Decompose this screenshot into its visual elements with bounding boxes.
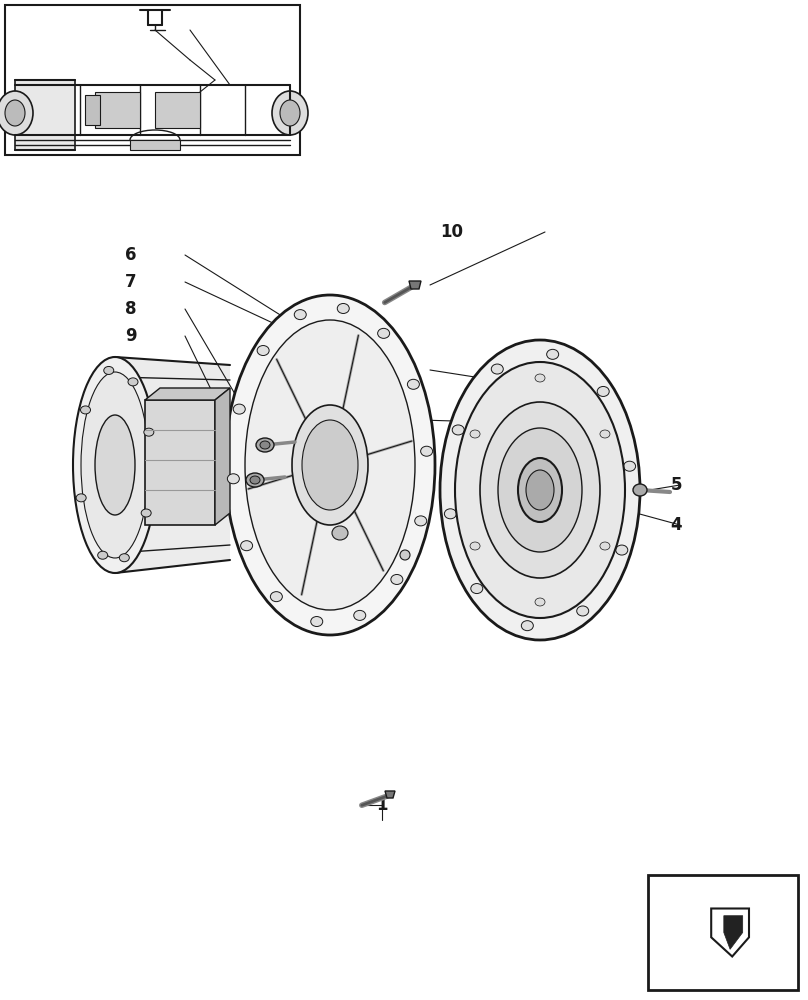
Polygon shape xyxy=(385,791,395,798)
Ellipse shape xyxy=(98,551,107,559)
FancyBboxPatch shape xyxy=(648,875,798,990)
Ellipse shape xyxy=(280,100,300,126)
Ellipse shape xyxy=(246,473,264,487)
Ellipse shape xyxy=(225,295,435,635)
Polygon shape xyxy=(85,95,100,125)
Polygon shape xyxy=(145,388,230,400)
Ellipse shape xyxy=(624,461,636,471)
Ellipse shape xyxy=(302,420,358,510)
Polygon shape xyxy=(145,400,215,525)
Ellipse shape xyxy=(250,476,260,484)
Text: 1: 1 xyxy=(376,796,387,814)
Polygon shape xyxy=(130,140,180,150)
Ellipse shape xyxy=(271,592,282,602)
Ellipse shape xyxy=(245,320,415,610)
Ellipse shape xyxy=(81,406,90,414)
Text: 8: 8 xyxy=(125,300,137,318)
Ellipse shape xyxy=(491,364,503,374)
Text: 4: 4 xyxy=(671,516,682,534)
Ellipse shape xyxy=(600,430,610,438)
Ellipse shape xyxy=(452,425,465,435)
Ellipse shape xyxy=(391,574,403,584)
Ellipse shape xyxy=(547,349,558,359)
Text: 2: 2 xyxy=(582,386,593,404)
Ellipse shape xyxy=(272,91,308,135)
Ellipse shape xyxy=(407,379,419,389)
Ellipse shape xyxy=(470,542,480,550)
Ellipse shape xyxy=(103,366,114,374)
Ellipse shape xyxy=(332,526,348,540)
Ellipse shape xyxy=(444,509,457,519)
Polygon shape xyxy=(155,92,200,128)
Ellipse shape xyxy=(400,550,410,560)
Ellipse shape xyxy=(455,362,625,618)
Text: 5: 5 xyxy=(671,476,682,494)
Ellipse shape xyxy=(337,303,349,313)
Text: 10: 10 xyxy=(440,223,463,241)
Ellipse shape xyxy=(0,91,33,135)
Ellipse shape xyxy=(81,372,149,558)
Ellipse shape xyxy=(377,328,389,338)
Ellipse shape xyxy=(471,584,483,594)
Ellipse shape xyxy=(73,357,157,573)
Ellipse shape xyxy=(526,470,554,510)
Ellipse shape xyxy=(518,458,562,522)
Ellipse shape xyxy=(421,446,432,456)
Ellipse shape xyxy=(128,378,138,386)
Text: 9: 9 xyxy=(125,327,137,345)
Polygon shape xyxy=(724,916,743,949)
Polygon shape xyxy=(409,281,421,289)
FancyBboxPatch shape xyxy=(5,5,300,155)
Ellipse shape xyxy=(354,610,366,620)
Ellipse shape xyxy=(480,402,600,578)
Ellipse shape xyxy=(144,428,154,436)
Ellipse shape xyxy=(521,621,533,631)
Ellipse shape xyxy=(633,484,647,496)
Ellipse shape xyxy=(257,346,269,356)
Text: 3: 3 xyxy=(582,416,593,434)
Polygon shape xyxy=(95,92,140,128)
Ellipse shape xyxy=(76,494,86,502)
Text: 6: 6 xyxy=(125,246,137,264)
Ellipse shape xyxy=(292,405,368,525)
Ellipse shape xyxy=(616,545,628,555)
Ellipse shape xyxy=(535,598,545,606)
Ellipse shape xyxy=(234,404,246,414)
Polygon shape xyxy=(115,357,230,573)
Ellipse shape xyxy=(440,340,640,640)
Ellipse shape xyxy=(141,509,151,517)
Ellipse shape xyxy=(415,516,427,526)
Ellipse shape xyxy=(95,415,135,515)
Ellipse shape xyxy=(227,474,239,484)
Polygon shape xyxy=(15,80,75,150)
Ellipse shape xyxy=(256,438,274,452)
Polygon shape xyxy=(711,908,749,956)
Polygon shape xyxy=(215,388,230,525)
Ellipse shape xyxy=(5,100,25,126)
Ellipse shape xyxy=(260,441,270,449)
Ellipse shape xyxy=(241,541,253,551)
Ellipse shape xyxy=(597,386,609,396)
Ellipse shape xyxy=(311,617,322,627)
Ellipse shape xyxy=(577,606,589,616)
Ellipse shape xyxy=(294,310,306,320)
Ellipse shape xyxy=(498,428,582,552)
Ellipse shape xyxy=(470,430,480,438)
Ellipse shape xyxy=(535,374,545,382)
Ellipse shape xyxy=(600,542,610,550)
Text: 7: 7 xyxy=(125,273,137,291)
Ellipse shape xyxy=(120,554,129,562)
